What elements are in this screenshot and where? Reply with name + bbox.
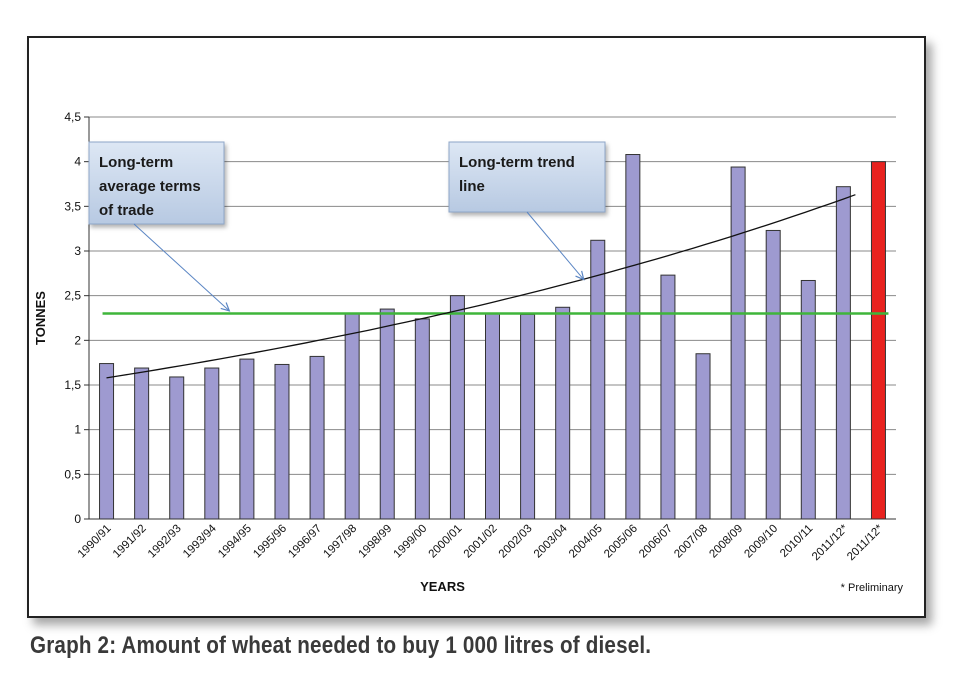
bar: [625, 154, 641, 520]
x-tick-label: 2008/09: [707, 523, 745, 561]
callout-text: average terms: [99, 178, 201, 195]
bar-chart: 0 0,5 1 1,5 2 2,5 3 3,5 4 4,5 1990/911991/921992/9…: [33, 110, 904, 594]
x-tick-label: 1999/00: [392, 523, 430, 561]
y-tick-label: 0: [74, 512, 81, 526]
reference-lines: [102, 194, 889, 379]
y-tick-label: 0,5: [64, 467, 81, 481]
y-tick-label: 2: [74, 333, 81, 347]
bar: [765, 229, 781, 520]
y-tick-label: 2,5: [64, 289, 81, 303]
x-tick-label: 1992/93: [146, 523, 184, 561]
bar: [870, 161, 886, 520]
x-tick-label: 1991/92: [111, 523, 149, 561]
x-tick-label: 2007/08: [672, 523, 710, 561]
bar: [239, 358, 255, 520]
callout-text: of trade: [99, 202, 154, 219]
bar: [134, 367, 150, 520]
bar: [169, 376, 185, 520]
callout-box: [88, 141, 225, 225]
bar: [555, 306, 571, 520]
bar: [695, 353, 711, 520]
x-tick-label: 2001/02: [462, 523, 500, 561]
figure-caption: Graph 2: Amount of wheat needed to buy 1…: [30, 632, 652, 659]
bar: [590, 239, 606, 520]
bar: [274, 363, 290, 520]
bar: [485, 313, 500, 520]
x-tick-label: 1990/91: [76, 523, 114, 561]
callout-trend: Long-term trend line: [448, 141, 606, 281]
callout-arrow: [526, 211, 585, 280]
x-tick-label: 1997/98: [321, 523, 359, 561]
x-tick-label: 2003/04: [532, 522, 570, 560]
x-tick-label: 1996/97: [286, 523, 324, 561]
x-tick-label: 1994/95: [216, 523, 254, 561]
bar: [309, 355, 325, 520]
x-tick-label: 1998/99: [356, 523, 394, 561]
trend-line: [106, 194, 856, 379]
x-tick-label: 1995/96: [251, 523, 289, 561]
x-tick-label: 2006/07: [637, 523, 675, 561]
footnote: * Preliminary: [841, 582, 904, 594]
x-tick-label: 1993/94: [181, 522, 219, 560]
y-tick-label: 1: [74, 423, 81, 437]
x-tick-label: 2004/05: [567, 523, 605, 561]
bar: [520, 313, 536, 520]
y-tick-label: 4,5: [64, 110, 81, 124]
x-tick-label: 2000/01: [427, 523, 465, 561]
bar: [835, 186, 851, 520]
callout-arrow: [133, 223, 230, 312]
y-tick-label: 3,5: [64, 199, 81, 213]
y-tick-label: 1,5: [64, 378, 81, 392]
x-tick-label: 2002/03: [497, 523, 535, 561]
x-axis-title: YEARS: [420, 579, 465, 594]
y-axis-title: TONNES: [33, 291, 48, 345]
callout-text: line: [459, 178, 485, 195]
x-tick-label: 2011/12*: [810, 522, 851, 563]
callout-arrowhead: [575, 270, 585, 281]
callout-text: Long-term: [99, 154, 173, 171]
callout-text: Long-term trend: [459, 154, 575, 171]
y-tick-label: 3: [74, 244, 81, 258]
bars: [99, 154, 886, 520]
x-tick-label: 2005/06: [602, 523, 640, 561]
bar: [449, 295, 465, 520]
bar: [379, 308, 395, 520]
callout-box: [448, 141, 606, 213]
annotations: Long-term average terms of trade Long-term …: [88, 141, 606, 312]
bar: [344, 313, 360, 520]
chart-frame: 0 0,5 1 1,5 2 2,5 3 3,5 4 4,5 1990/91 1991/92 1992/9…: [27, 36, 926, 618]
callout-average: Long-term average terms of trade: [88, 141, 231, 312]
x-tick-label: 2011/12*: [845, 522, 886, 563]
bar: [99, 363, 115, 520]
callout-arrowhead: [220, 302, 231, 312]
bar: [414, 318, 430, 520]
bar: [730, 166, 746, 520]
x-tick-label: 2009/10: [742, 523, 780, 561]
y-tick-label: 4: [74, 155, 81, 169]
bar: [204, 367, 220, 520]
